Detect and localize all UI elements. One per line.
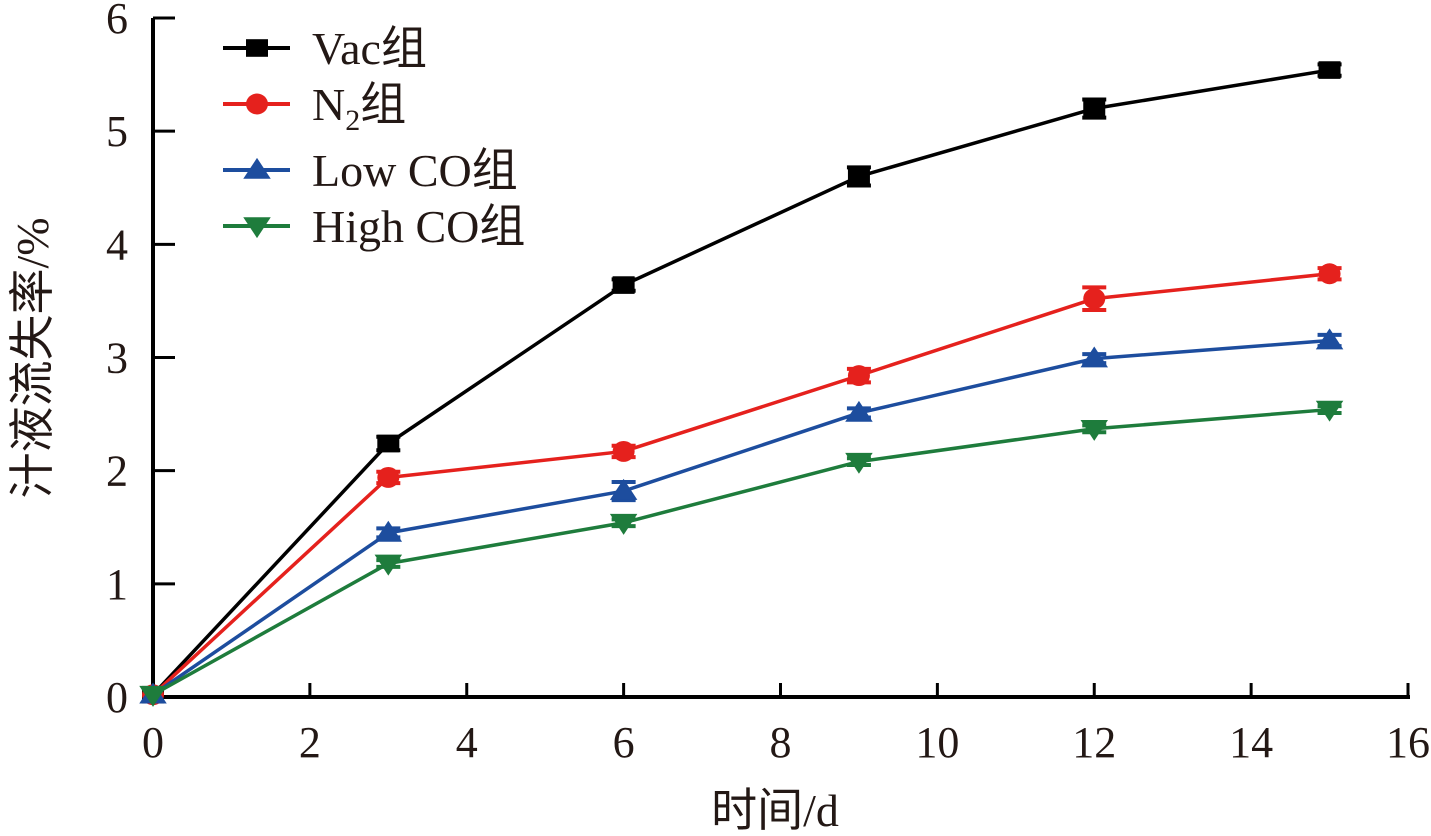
x-tick-label: 8 [770, 718, 792, 767]
marker-triangle-up [243, 157, 271, 179]
marker-square [1083, 99, 1106, 118]
marker-square [377, 434, 400, 453]
y-tick-label: 3 [106, 334, 128, 383]
series-line [152, 338, 1330, 697]
x-axis-title: 时间/d [711, 785, 839, 836]
marker-triangle-up [609, 478, 638, 500]
marker-circle [377, 467, 400, 488]
series-line [151, 272, 1330, 697]
legend-label: High CO组 [312, 201, 525, 252]
x-tick-label: 16 [1386, 718, 1430, 767]
marker-circle [246, 93, 268, 115]
legend-label: Vac组 [312, 23, 427, 74]
y-tick-label: 0 [106, 673, 128, 722]
marker-square [612, 276, 635, 294]
series-line [151, 68, 1330, 696]
series-High CO组 [139, 400, 1344, 707]
x-tick-label: 10 [915, 718, 959, 767]
legend-item: Low CO组 [223, 145, 518, 196]
marker-circle [612, 440, 635, 462]
marker-square [1318, 61, 1341, 79]
y-tick-label: 6 [106, 0, 128, 43]
marker-triangle-up [845, 400, 873, 422]
marker-triangle-up [1315, 328, 1344, 350]
legend-item: High CO组 [223, 201, 525, 252]
y-tick-label: 5 [106, 107, 128, 156]
x-tick-label: 4 [456, 718, 478, 767]
marker-triangle-down [845, 452, 873, 474]
legend-item: Vac组 [223, 23, 427, 74]
series-line [152, 407, 1330, 697]
series-layer [139, 61, 1344, 707]
y-tick-label: 2 [106, 447, 128, 496]
x-tick-label: 14 [1229, 718, 1273, 767]
marker-triangle-up [374, 520, 403, 542]
marker-triangle-down [139, 685, 167, 707]
marker-square [246, 39, 268, 57]
y-axis-title: 汁液流失率/% [7, 217, 58, 498]
legend-label: Low CO组 [312, 145, 518, 196]
y-tick-label: 1 [106, 560, 128, 609]
marker-triangle-down [243, 217, 271, 239]
series-N2组 [142, 263, 1342, 706]
x-tick-label: 12 [1072, 718, 1116, 767]
marker-triangle-down [609, 513, 638, 535]
marker-square [847, 167, 870, 186]
legend-label: N2组 [312, 79, 406, 137]
marker-triangle-up [1080, 346, 1108, 368]
marker-triangle-down [1315, 400, 1344, 422]
marker-circle [1083, 288, 1106, 310]
marker-circle [847, 365, 870, 387]
marker-circle [1318, 263, 1341, 285]
marker-triangle-down [1080, 419, 1108, 441]
series-Vac组 [142, 61, 1342, 704]
x-tick-label: 0 [142, 718, 164, 767]
x-tick-label: 2 [299, 718, 321, 767]
x-tick-label: 6 [613, 718, 635, 767]
legend-item: N2组 [223, 79, 406, 137]
y-tick-label: 4 [106, 220, 128, 269]
marker-triangle-down [374, 554, 403, 576]
